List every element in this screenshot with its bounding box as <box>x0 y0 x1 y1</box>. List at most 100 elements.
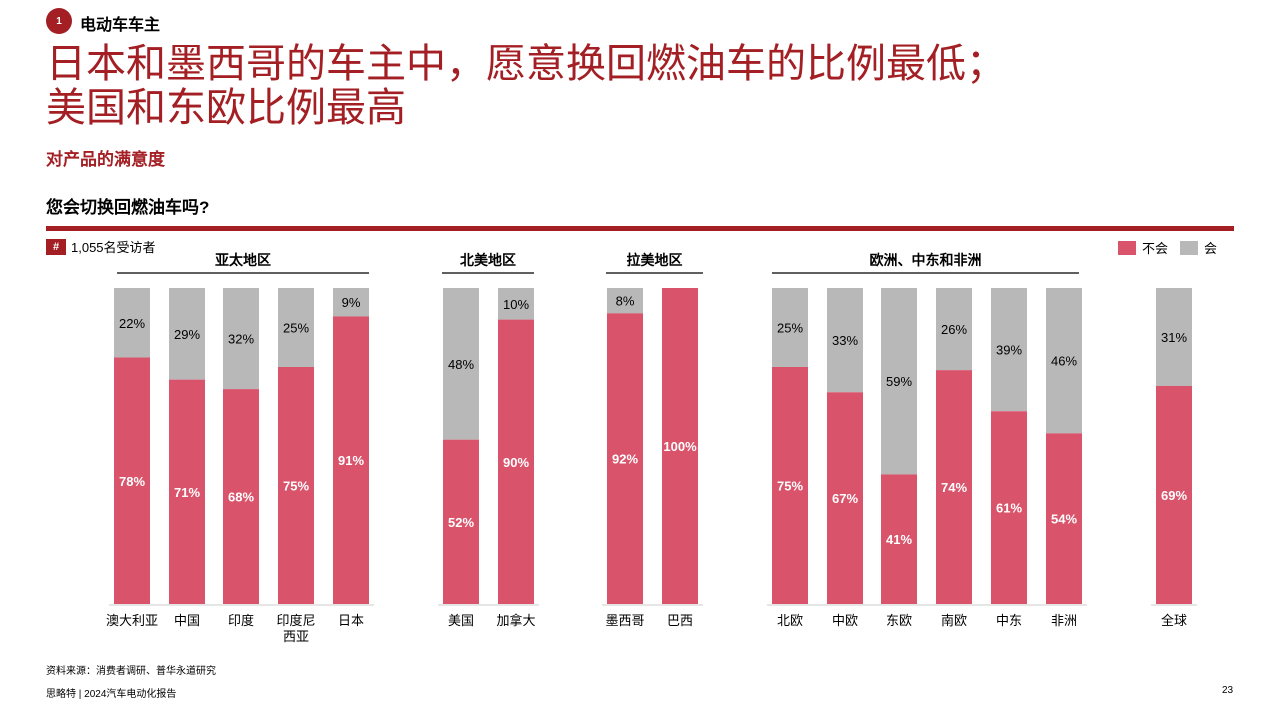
section-title: 电动车车主 <box>80 17 161 34</box>
data-label-no: 91% <box>338 453 364 468</box>
category-label: 墨西哥 <box>605 613 644 628</box>
category-label: 中国 <box>174 613 200 628</box>
bar-segment-yes <box>114 288 150 358</box>
data-label-yes: 39% <box>996 343 1022 358</box>
data-label-yes: 10% <box>503 297 529 312</box>
data-label-no: 69% <box>1161 488 1187 503</box>
data-label-yes: 25% <box>283 321 309 336</box>
bar-segment-no <box>114 357 150 604</box>
bar-segment-yes <box>607 288 643 314</box>
bar-segment-no <box>278 367 314 604</box>
category-label: 加拿大 <box>496 613 535 628</box>
page-title: 日本和墨西哥的车主中，愿意换回燃油车的比例最低； 美国和东欧比例最高 <box>46 42 1006 130</box>
bar-segment-no <box>498 319 534 604</box>
sample-size-text: 1,055名受访者 <box>71 240 156 255</box>
data-label-no: 54% <box>1051 512 1077 527</box>
bar-segment-no <box>223 389 259 604</box>
category-label: 全球 <box>1161 613 1187 628</box>
data-label-no: 100% <box>663 439 697 454</box>
data-label-yes: 32% <box>228 332 254 347</box>
bar-segment-no <box>991 411 1027 604</box>
bar-segment-no <box>662 288 698 604</box>
bar-segment-yes <box>169 288 205 380</box>
bar-segment-no <box>169 379 205 604</box>
bar-segment-yes <box>333 288 369 317</box>
legend-item-yes: 会 <box>1180 238 1217 257</box>
footer-brand: 思略特 | 2024汽车电动化报告 <box>46 689 177 700</box>
category-label: 日本 <box>338 613 364 628</box>
bar-segment-yes <box>1046 288 1082 434</box>
bar-segment-no <box>333 316 369 604</box>
bar-segment-no <box>607 313 643 604</box>
group-header: 欧洲、中东和非洲 <box>870 252 982 268</box>
hash-icon: # <box>46 238 66 255</box>
sample-size: # 1,055名受访者 <box>46 237 156 256</box>
bar-segment-yes <box>1156 288 1192 386</box>
bar-segment-no <box>443 439 479 604</box>
data-label-no: 61% <box>996 501 1022 516</box>
bar-segment-no <box>1046 433 1082 604</box>
category-label: 西亚 <box>283 629 309 644</box>
bar-segment-yes <box>772 288 808 367</box>
data-label-yes: 29% <box>174 327 200 342</box>
category-label: 北欧 <box>777 613 803 628</box>
data-label-yes: 46% <box>1051 354 1077 369</box>
category-label: 印度尼 <box>276 613 315 628</box>
bar-segment-yes <box>827 288 863 393</box>
bar-segment-yes <box>278 288 314 367</box>
divider-rule <box>46 226 1234 231</box>
chart-legend: 不会 会 <box>1118 238 1229 257</box>
data-label-no: 52% <box>448 515 474 530</box>
legend-label-no: 不会 <box>1142 241 1169 256</box>
data-label-no: 71% <box>174 485 200 500</box>
data-label-no: 75% <box>283 479 309 494</box>
legend-item-no: 不会 <box>1118 238 1168 257</box>
bar-segment-yes <box>991 288 1027 412</box>
data-label-no: 74% <box>941 480 967 495</box>
category-label: 非洲 <box>1051 613 1077 628</box>
category-label: 美国 <box>448 613 474 628</box>
data-label-yes: 31% <box>1161 330 1187 345</box>
group-header: 亚太地区 <box>215 252 271 268</box>
legend-label-yes: 会 <box>1204 241 1218 256</box>
category-label: 东欧 <box>886 613 912 628</box>
data-label-yes: 33% <box>832 333 858 348</box>
bar-segment-yes <box>936 288 972 371</box>
bar-segment-no <box>827 392 863 604</box>
category-label: 南欧 <box>941 613 967 628</box>
data-label-yes: 22% <box>119 316 145 331</box>
data-label-yes: 26% <box>941 322 967 337</box>
category-label: 澳大利亚 <box>106 613 158 628</box>
data-label-no: 75% <box>777 479 803 494</box>
category-label: 印度 <box>228 613 254 628</box>
bar-segment-no <box>936 370 972 604</box>
data-label-no: 68% <box>228 490 254 505</box>
category-label: 巴西 <box>667 613 693 628</box>
data-label-no: 41% <box>886 532 912 547</box>
data-label-no: 67% <box>832 491 858 506</box>
bar-segment-no <box>881 474 917 604</box>
category-label: 中东 <box>996 613 1022 628</box>
legend-swatch-yes <box>1180 240 1199 255</box>
legend-swatch-no <box>1118 240 1136 255</box>
data-label-yes: 59% <box>886 374 912 389</box>
bar-segment-yes <box>498 288 534 320</box>
data-label-yes: 25% <box>777 321 803 336</box>
survey-question: 您会切换回燃油车吗? <box>46 198 210 217</box>
data-label-yes: 9% <box>342 295 361 310</box>
bar-segment-yes <box>881 288 917 475</box>
data-label-no: 78% <box>119 474 145 489</box>
data-label-yes: 48% <box>448 357 474 372</box>
bar-segment-no <box>772 367 808 604</box>
category-label: 中欧 <box>832 613 858 628</box>
data-label-no: 92% <box>612 452 638 467</box>
page-title-line-2: 美国和东欧比例最高 <box>46 85 406 131</box>
subtitle: 对产品的满意度 <box>46 150 165 169</box>
page-title-line-1: 日本和墨西哥的车主中，愿意换回燃油车的比例最低； <box>46 41 1006 87</box>
group-header: 拉美地区 <box>627 252 683 268</box>
bar-segment-no <box>1156 385 1192 604</box>
section-number-badge: 1 <box>46 8 72 34</box>
source-note: 资料来源：消费者调研、普华永道研究 <box>46 666 216 677</box>
bar-segment-yes <box>223 288 259 390</box>
